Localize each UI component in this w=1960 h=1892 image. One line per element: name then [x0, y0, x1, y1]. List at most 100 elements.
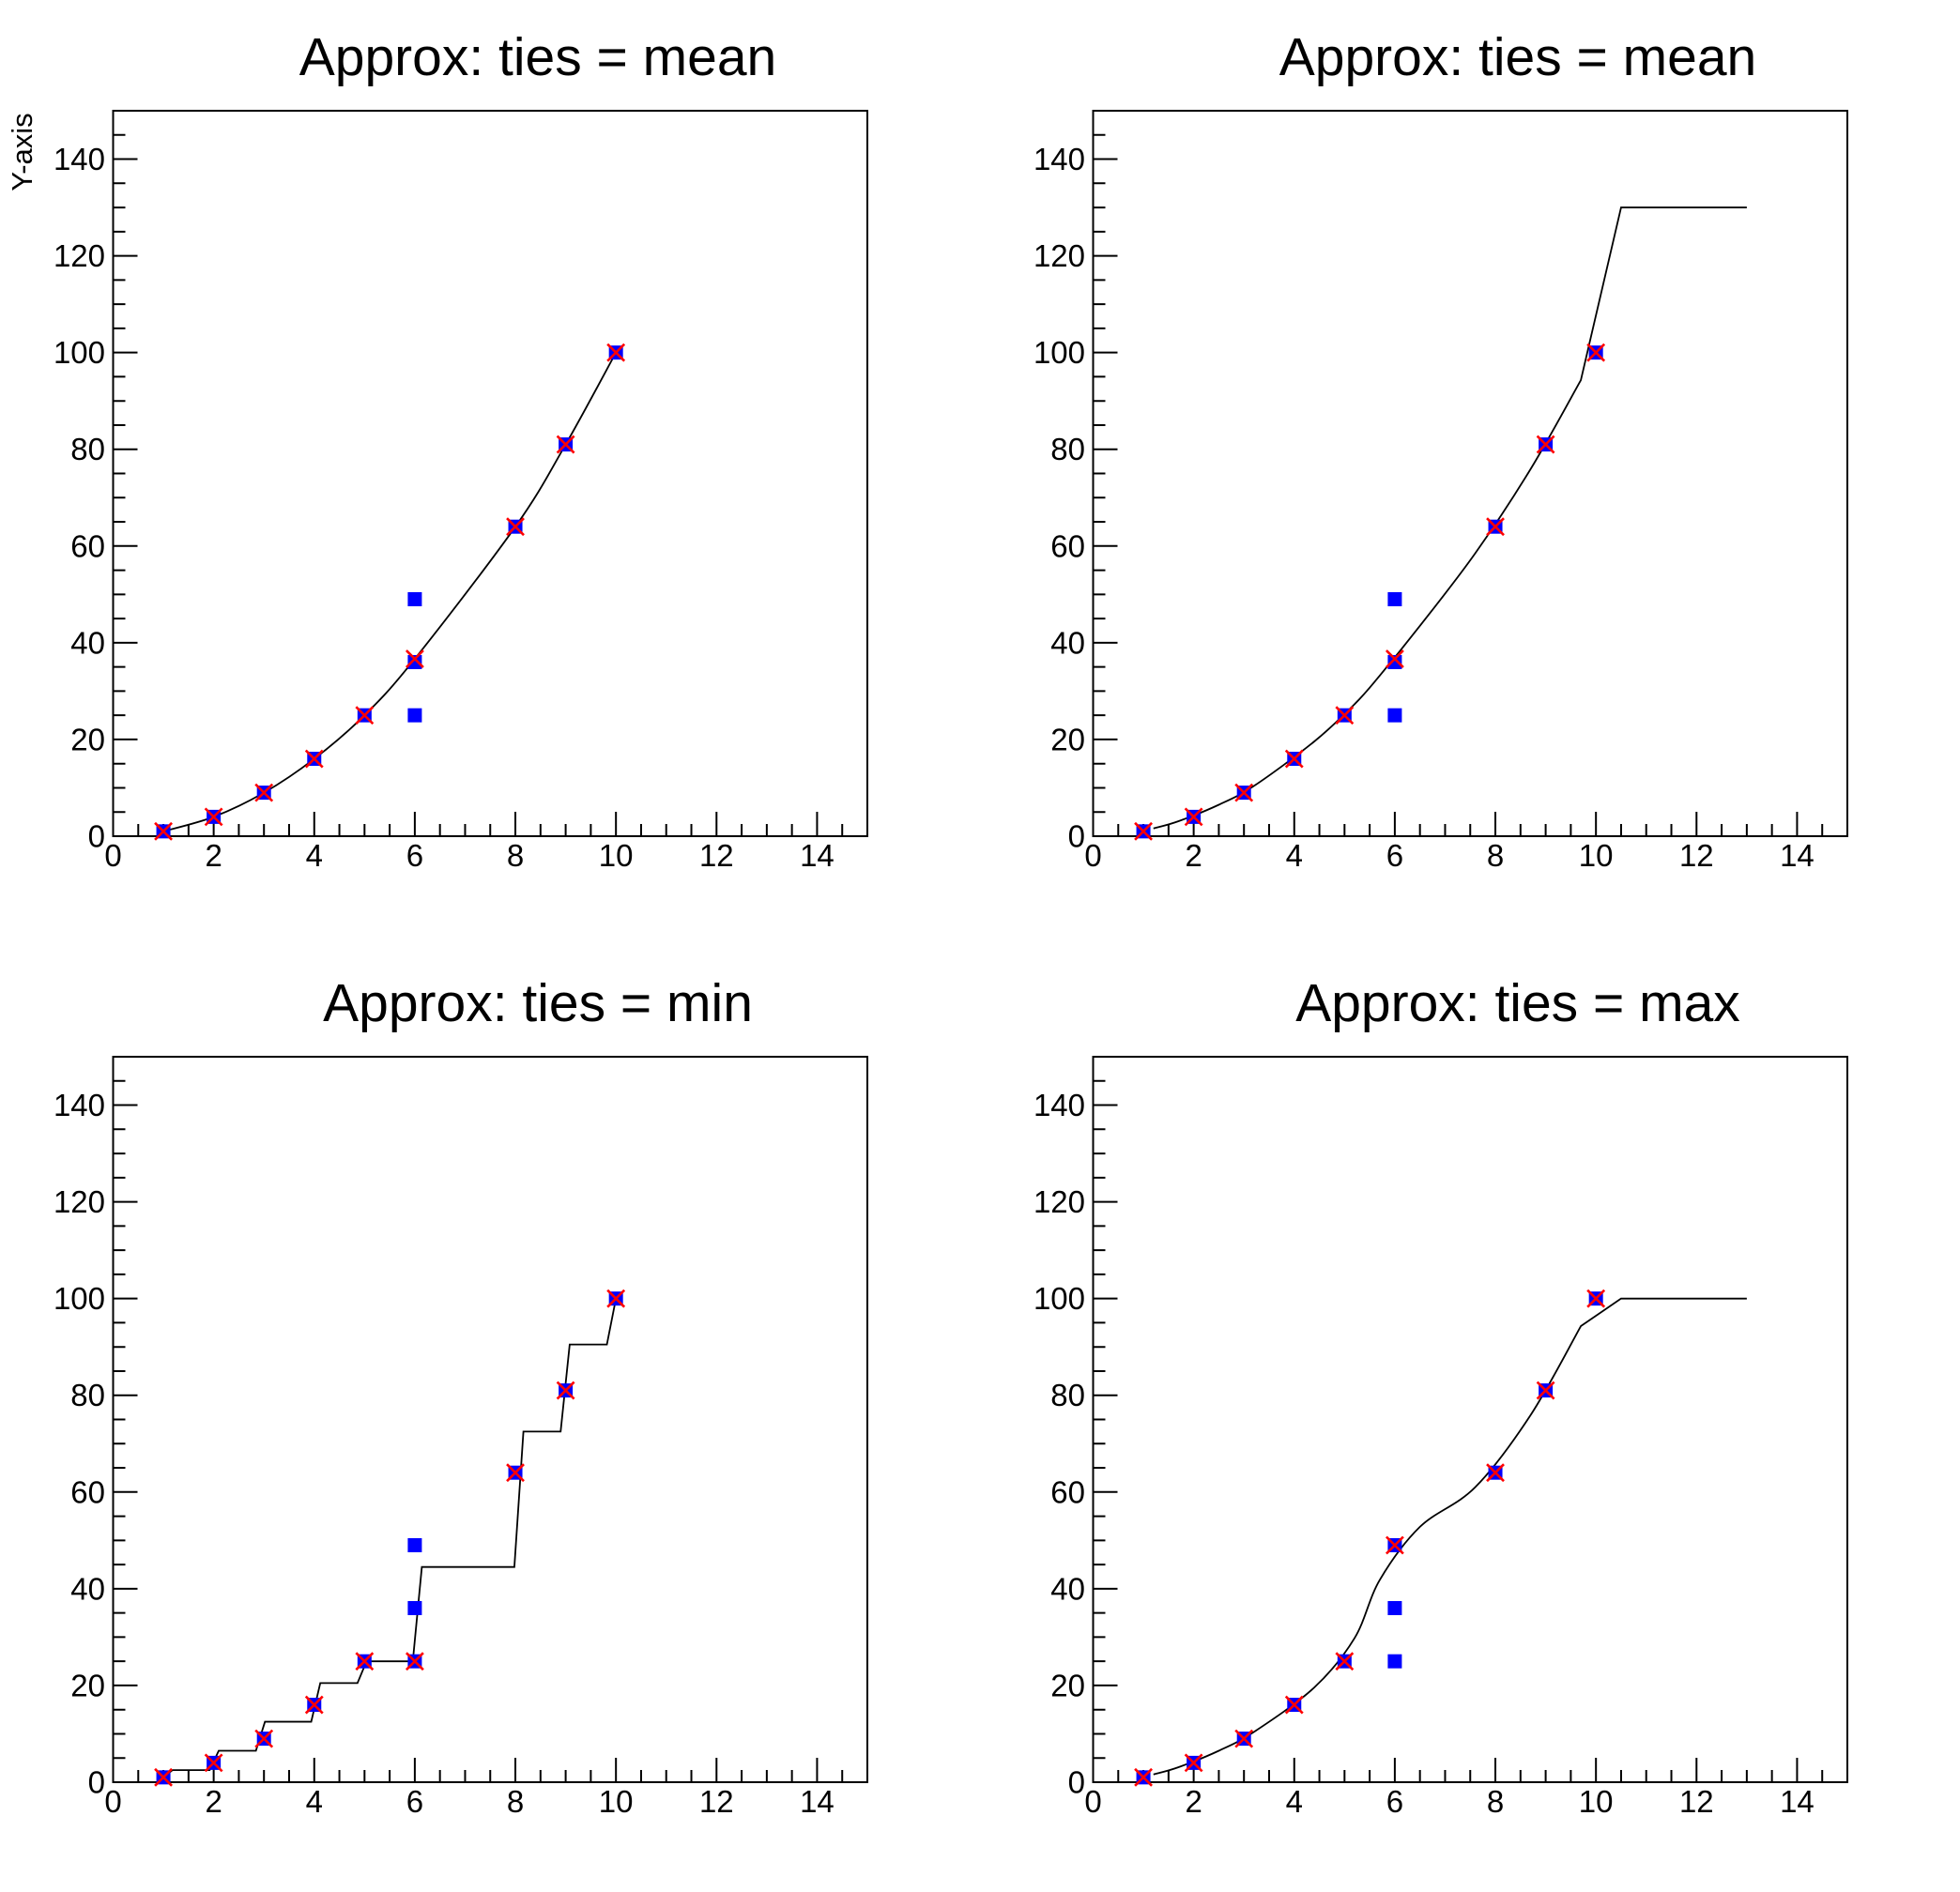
y-tick-label: 80 [70, 432, 105, 466]
axis-ticks [112, 133, 844, 837]
approx-point-marker [1134, 1767, 1153, 1787]
approx-point-marker [606, 343, 626, 362]
y-tick-label: 20 [1050, 1668, 1085, 1702]
approx-point-marker [506, 517, 525, 537]
input-point-marker [407, 654, 422, 669]
x-tick-label: 2 [1185, 838, 1202, 873]
approx-point-marker [556, 1381, 575, 1400]
y-tick-label: 20 [70, 722, 105, 756]
y-tick-label: 0 [88, 819, 105, 854]
approx-curve [162, 1298, 618, 1778]
pad-1-title: Approx: ties = mean [299, 27, 777, 87]
x-tick-label: 14 [800, 1784, 835, 1819]
approx-point-marker [1486, 517, 1505, 537]
x-tick-label: 0 [1084, 838, 1101, 873]
x-tick-label: 12 [699, 1784, 734, 1819]
input-point-marker [407, 708, 422, 723]
approx-point-marker [154, 821, 173, 841]
x-tick-label: 6 [406, 838, 423, 873]
x-tick-label: 8 [1487, 838, 1504, 873]
x-tick-label: 2 [205, 838, 222, 873]
input-point-marker [407, 1600, 422, 1615]
x-tick-label: 0 [104, 838, 121, 873]
x-tick-label: 8 [507, 838, 524, 873]
y-tick-label: 60 [1050, 1474, 1085, 1509]
x-tick-label: 4 [1286, 838, 1303, 873]
x-tick-label: 2 [1185, 1784, 1202, 1819]
approx-point-marker [204, 1753, 223, 1773]
approx-point-marker [1385, 1535, 1404, 1555]
y-tick-label: 140 [54, 1088, 105, 1122]
approx-point-marker [1284, 749, 1304, 769]
approx-point-marker [1536, 435, 1555, 454]
y-tick-label: 20 [1050, 722, 1085, 756]
approx-point-marker [1184, 807, 1203, 827]
approx-point-marker [606, 1289, 626, 1308]
approx-point-marker [1335, 706, 1355, 725]
x-tick-label: 6 [1386, 1784, 1403, 1819]
approx-curve [162, 352, 617, 832]
input-point-marker [407, 591, 422, 606]
approx-point-marker [154, 1767, 173, 1787]
approx-point-marker [1586, 343, 1606, 362]
approx-point-marker [304, 1695, 324, 1715]
input-point-marker [1387, 1654, 1402, 1669]
x-tick-label: 12 [1679, 838, 1714, 873]
x-tick-label: 12 [699, 838, 734, 873]
y-tick-label: 0 [88, 1765, 105, 1800]
input-point-marker [407, 1537, 422, 1552]
approx-point-marker [304, 749, 324, 769]
axis-ticks [1092, 1079, 1824, 1783]
y-tick-label: 100 [1034, 1281, 1085, 1316]
x-tick-label: 6 [406, 1784, 423, 1819]
approx-curve [1153, 206, 1747, 830]
x-tick-label: 0 [1084, 1784, 1101, 1819]
approx-point-marker [405, 1652, 424, 1671]
y-tick-label: 120 [1034, 238, 1085, 273]
axis-ticks [1092, 133, 1824, 837]
approx-point-marker [254, 783, 274, 802]
y-tick-label: 40 [1050, 1571, 1085, 1606]
y-tick-label: 40 [70, 625, 105, 660]
input-point-marker [1387, 654, 1402, 669]
y-tick-label: 60 [70, 528, 105, 563]
approx-point-marker [1536, 1381, 1555, 1400]
approx-point-marker [1184, 1753, 1203, 1773]
pad-2-title: Approx: ties = mean [1279, 27, 1757, 87]
y-tick-label: 60 [1050, 528, 1085, 563]
x-tick-label: 10 [599, 838, 634, 873]
y-tick-label: 40 [1050, 625, 1085, 660]
x-tick-label: 14 [1780, 838, 1815, 873]
y-tick-label: 120 [1034, 1184, 1085, 1219]
input-point-marker [1387, 591, 1402, 606]
y-tick-label: 80 [70, 1378, 105, 1412]
approx-point-marker [556, 435, 575, 454]
x-tick-label: 6 [1386, 838, 1403, 873]
x-tick-label: 10 [1579, 1784, 1614, 1819]
x-tick-label: 2 [205, 1784, 222, 1819]
x-tick-label: 10 [1579, 838, 1614, 873]
x-tick-label: 10 [599, 1784, 634, 1819]
y-tick-label: 40 [70, 1571, 105, 1606]
pad-3-title: Approx: ties = min [323, 973, 753, 1033]
axis-ticks [112, 1079, 844, 1783]
y-tick-label: 0 [1068, 1765, 1085, 1800]
x-tick-label: 4 [306, 1784, 323, 1819]
y-tick-label: 120 [54, 238, 105, 273]
x-tick-label: 8 [1487, 1784, 1504, 1819]
y-tick-label: 100 [1034, 335, 1085, 370]
approx-point-marker [1486, 1463, 1505, 1483]
approx-point-marker [1234, 783, 1254, 802]
x-tick-label: 4 [306, 838, 323, 873]
y-tick-label: 0 [1068, 819, 1085, 854]
y-tick-label: 100 [54, 335, 105, 370]
approx-curve [1153, 1297, 1747, 1776]
y-axis-title: Y-axis [6, 113, 38, 191]
y-tick-label: 20 [70, 1668, 105, 1702]
